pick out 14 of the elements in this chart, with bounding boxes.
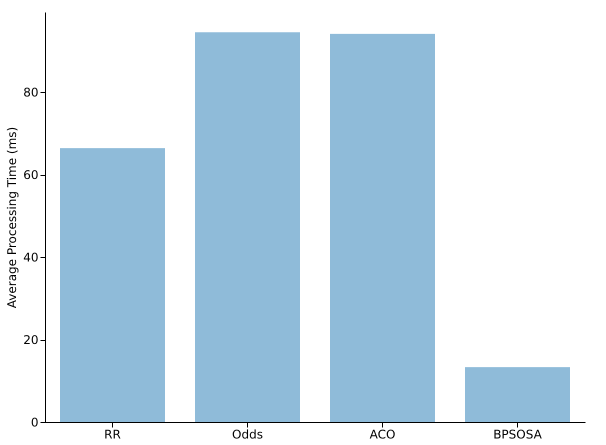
bar xyxy=(465,367,570,422)
x-tick-label: Odds xyxy=(232,428,263,442)
x-tick-label: RR xyxy=(104,428,121,442)
bar xyxy=(195,32,300,422)
y-tick-label: 60 xyxy=(23,168,38,182)
x-tick-label: ACO xyxy=(370,428,396,442)
y-tick-label: 40 xyxy=(23,250,38,265)
y-tick-label: 20 xyxy=(23,333,38,348)
y-tick-label: 80 xyxy=(23,86,38,100)
x-tick-label: BPSOSA xyxy=(493,428,543,442)
y-tick-label: 0 xyxy=(30,416,38,430)
bar xyxy=(330,34,435,422)
bar xyxy=(60,148,165,422)
y-axis-title: Average Processing Time (ms) xyxy=(5,126,20,308)
